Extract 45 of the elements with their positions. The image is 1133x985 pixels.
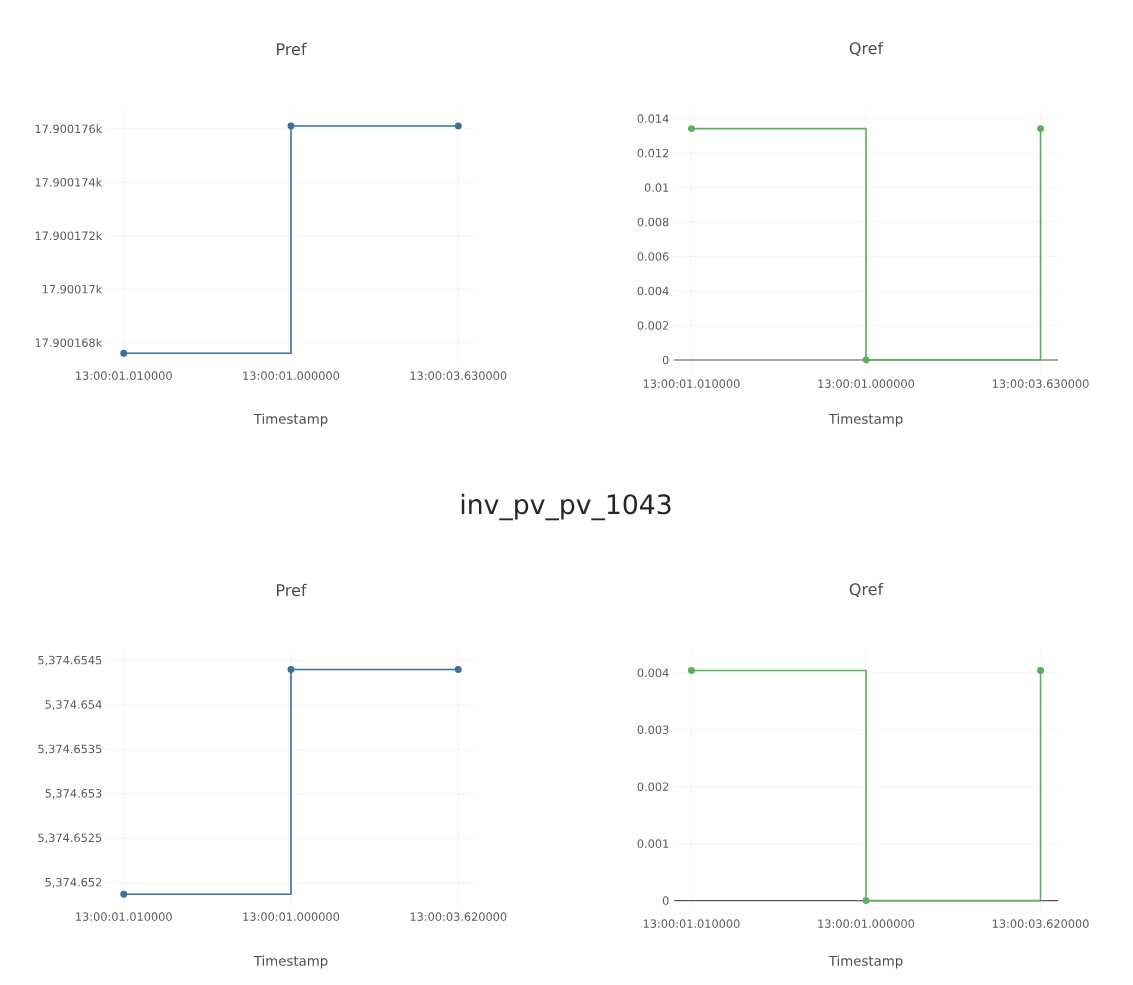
- y-tick-label: 0.004: [637, 668, 669, 678]
- chart-title: Pref: [277, 583, 307, 597]
- y-tick-label: 5,374.6545: [38, 655, 102, 666]
- y-tick-label: 5,374.654: [45, 700, 102, 710]
- x-tick-label: 13:00:01.000000: [818, 379, 915, 388]
- x-tick-label: 13:00:01.000000: [818, 919, 915, 928]
- x-tick-label: 13:00:01.010000: [76, 912, 172, 921]
- chart-title: Pref: [277, 42, 307, 56]
- x-tick-label: 13:00:01.000000: [243, 912, 340, 921]
- x-tick-label: 13:00:01.010000: [643, 919, 740, 928]
- y-tick-label: 0: [662, 896, 669, 905]
- x-tick-label: 13:00:03.630000: [410, 371, 507, 380]
- y-tick-label: 5,374.652: [45, 877, 102, 888]
- x-axis-title: Timestamp: [253, 955, 328, 969]
- y-tick-label: 17.90017k: [42, 284, 103, 294]
- y-tick-label: 0.014: [637, 114, 669, 123]
- chart-title: Qref: [849, 41, 884, 57]
- y-tick-label: 0.01: [644, 183, 669, 192]
- x-axis-title: Timestamp: [828, 955, 903, 969]
- y-tick-label: 5,374.653: [45, 789, 102, 799]
- x-tick-label: 13:00:01.000000: [243, 371, 340, 380]
- x-tick-label: 13:00:03.620000: [410, 912, 507, 921]
- y-tick-label: 0.002: [637, 782, 669, 791]
- chart-title: Qref: [849, 582, 884, 598]
- y-tick-label: 0.002: [637, 321, 669, 330]
- y-tick-label: 17.900168k: [35, 338, 103, 347]
- y-tick-label: 0: [662, 355, 669, 365]
- x-tick-label: 13:00:01.010000: [643, 379, 740, 388]
- y-tick-label: 17.900172k: [35, 231, 103, 241]
- x-tick-label: 13:00:01.010000: [76, 371, 172, 380]
- y-tick-label: 5,374.6535: [38, 744, 102, 755]
- y-tick-label: 0.012: [637, 148, 669, 158]
- y-tick-label: 0.003: [637, 725, 669, 735]
- y-tick-label: 0.008: [637, 217, 669, 227]
- y-tick-label: 5,374.6525: [38, 833, 102, 844]
- y-tick-label: 17.900176k: [35, 124, 103, 134]
- y-tick-label: 0.004: [637, 286, 669, 296]
- y-tick-label: 0.001: [637, 839, 669, 848]
- x-axis-title: Timestamp: [828, 413, 903, 427]
- text: inv_pv_pv_1043: [461, 493, 671, 521]
- y-tick-label: 0.006: [637, 252, 669, 261]
- x-axis-title: Timestamp: [253, 413, 328, 427]
- x-tick-label: 13:00:03.630000: [992, 379, 1089, 388]
- x-tick-label: 13:00:03.620000: [992, 919, 1089, 928]
- y-tick-label: 17.900174k: [35, 177, 103, 187]
